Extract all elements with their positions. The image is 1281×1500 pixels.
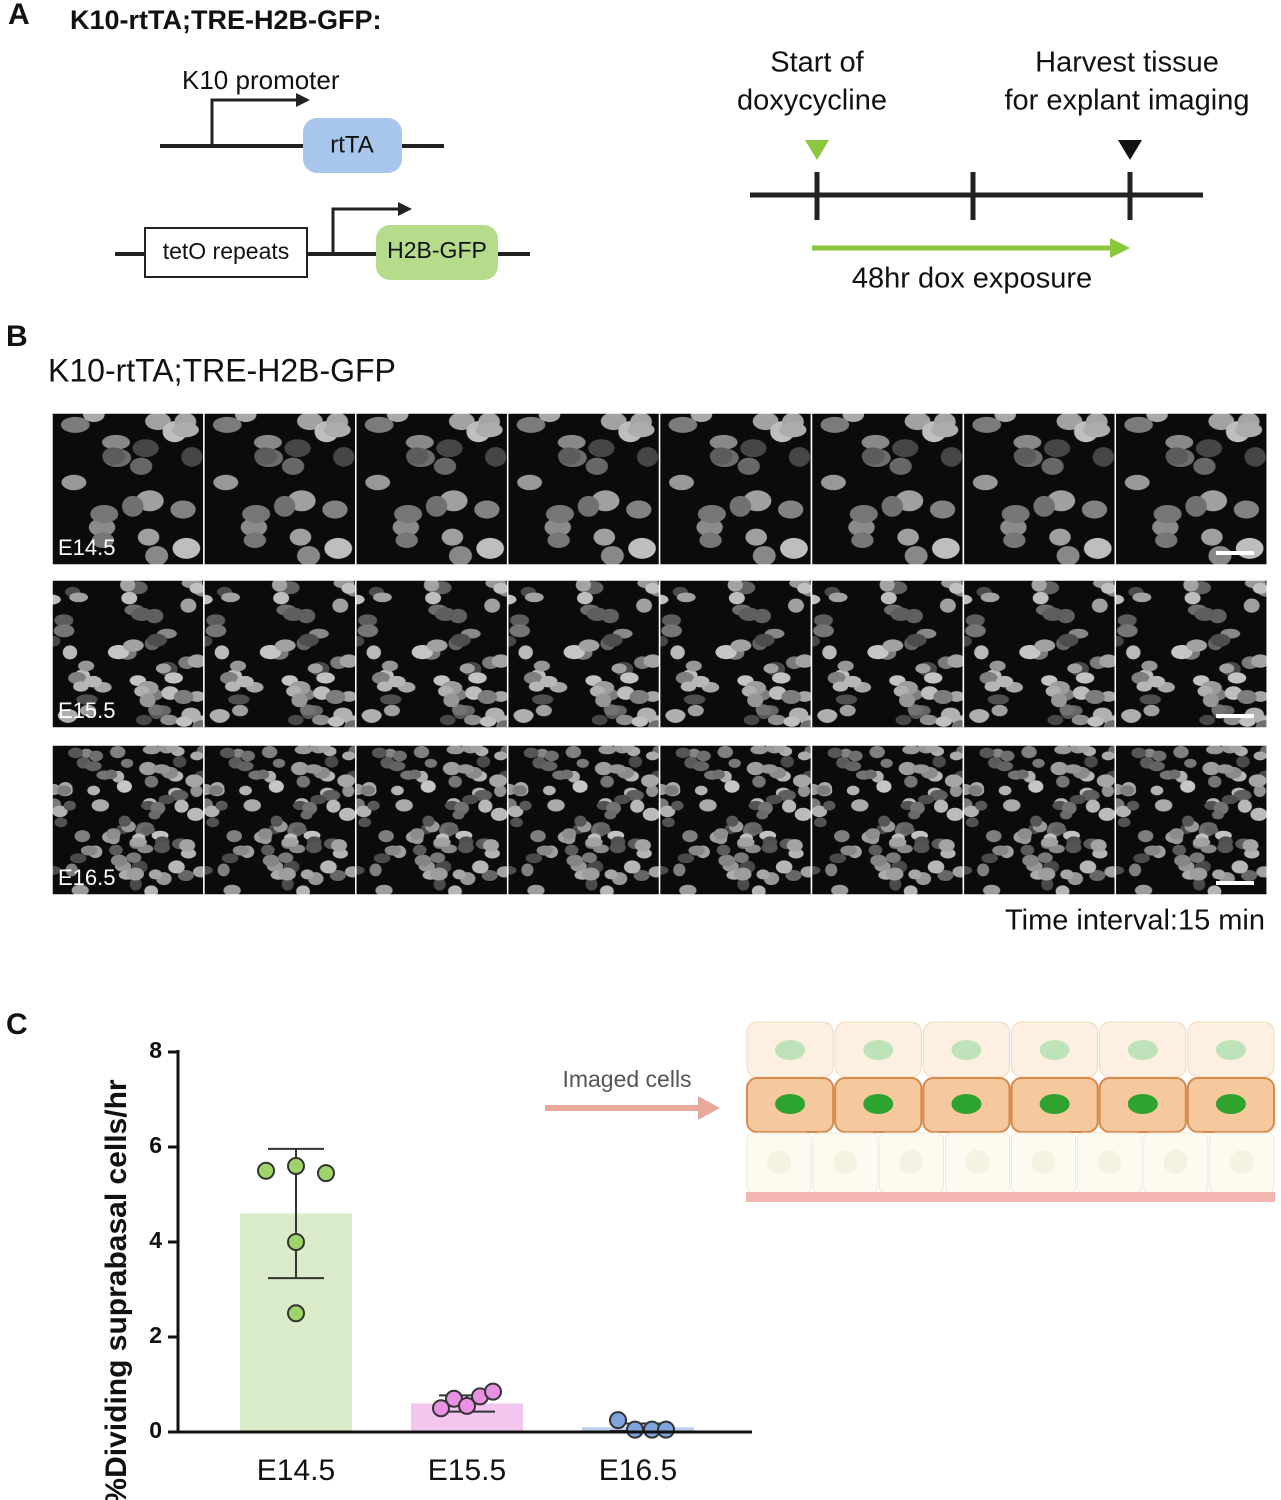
suprabasal-nucleus [951, 1094, 982, 1114]
data-point [287, 1304, 305, 1323]
start-marker [805, 140, 829, 160]
upper-nucleus [1039, 1040, 1070, 1060]
microscopy-tile [962, 744, 1117, 896]
upper-nucleus [1127, 1040, 1158, 1060]
microscopy-tile [203, 579, 357, 729]
row-label: E16.5 [58, 865, 116, 890]
promoter-label: K10 promoter [182, 65, 340, 95]
harvest-label: Harvest tissue [1035, 47, 1219, 79]
x-tick-label: E15.5 [428, 1454, 506, 1487]
microscopy-tile [1114, 412, 1268, 566]
basal-nucleus [767, 1150, 792, 1174]
basal-nucleus [899, 1150, 924, 1174]
microscopy-tile [658, 579, 813, 729]
x-tick-label: E16.5 [599, 1454, 677, 1487]
construct-title: K10-rtTA;TRE-H2B-GFP: [70, 5, 382, 35]
rtta-box [303, 118, 402, 173]
arrow-head [398, 202, 412, 216]
h2b-label: H2B-GFP [387, 237, 487, 263]
data-point [657, 1420, 675, 1439]
upper-nucleus [775, 1040, 806, 1060]
upper-nucleus [1215, 1040, 1246, 1060]
suprabasal-nucleus [1215, 1094, 1246, 1114]
microscopy-tile [51, 412, 205, 566]
microscopy-tile [355, 579, 509, 729]
microscopy-tile [506, 579, 661, 729]
panel-title: K10-rtTA;TRE-H2B-GFP [48, 352, 396, 388]
arrow-head [698, 1096, 720, 1120]
y-tick-label: 8 [149, 1037, 162, 1063]
microscopy-tile [506, 412, 661, 566]
bar-chart: %Dividing suprabasal cells/hr 0 2 4 6 8 E14.5 E… [100, 1037, 752, 1500]
microscopy-tile [810, 412, 965, 566]
upper-nucleus [951, 1040, 982, 1060]
row-label: E15.5 [58, 698, 116, 723]
upper-nucleus [863, 1040, 894, 1060]
data-point [432, 1399, 450, 1418]
microscopy-tile [810, 744, 965, 896]
tissue-diagram [746, 1021, 1276, 1202]
microscopy-tile [658, 412, 813, 566]
row-label: E14.5 [58, 535, 116, 560]
suprabasal-nucleus [775, 1094, 806, 1114]
start-label: Start of [770, 47, 864, 79]
microscopy-tile [203, 744, 357, 896]
y-tick-label: 6 [149, 1132, 162, 1158]
microscopy-tile [203, 412, 357, 566]
suprabasal-nucleus [1127, 1094, 1158, 1114]
data-point [626, 1420, 644, 1439]
annotation: Imaged cells [562, 1066, 691, 1092]
harvest-marker [1118, 140, 1142, 160]
microscopy-tile [962, 579, 1117, 729]
basal-nucleus [1031, 1150, 1056, 1174]
microscopy-tile [810, 579, 965, 729]
h2b-box [376, 225, 498, 280]
microscopy-tile [355, 744, 509, 896]
arrow-head [1110, 238, 1130, 258]
data-point [257, 1161, 275, 1180]
microscopy-tile [1114, 744, 1268, 896]
microscopy-tile [962, 412, 1117, 566]
y-axis-label: %Dividing suprabasal cells/hr [100, 1079, 133, 1500]
basement-membrane [746, 1192, 1275, 1202]
interval-label: Time interval:15 min [1005, 905, 1265, 937]
microscopy-tile [658, 744, 813, 896]
image-grid: E14.5 E15.5 E16.5 [51, 412, 1268, 896]
microscopy-tile [355, 412, 509, 566]
teto-label: tetO repeats [163, 238, 290, 264]
microscopy-tile [1114, 579, 1268, 729]
basal-nucleus [1163, 1150, 1188, 1174]
suprabasal-nucleus [863, 1094, 894, 1114]
basal-nucleus [965, 1150, 990, 1174]
promoter-arrow [331, 207, 402, 254]
panel-label: C [6, 1008, 28, 1041]
exposure-label: 48hr dox exposure [852, 263, 1092, 295]
promoter-arrow [210, 98, 300, 146]
rtta-label: rtTA [330, 131, 374, 158]
basal-nucleus [1097, 1150, 1122, 1174]
harvest-label: for explant imaging [1004, 85, 1249, 117]
start-label: doxycycline [737, 85, 887, 117]
teto-box [144, 227, 308, 278]
microscopy-tile [506, 744, 661, 896]
panel-label: A [8, 0, 30, 31]
data-point [287, 1157, 305, 1175]
data-point [609, 1411, 627, 1430]
microscopy-tile [51, 744, 205, 896]
y-tick-label: 2 [149, 1322, 162, 1348]
basal-nucleus [833, 1150, 858, 1174]
data-point [458, 1396, 476, 1415]
y-tick-label: 4 [149, 1227, 162, 1253]
arrow-head [296, 93, 310, 107]
basal-nucleus [1229, 1150, 1254, 1174]
data-point [317, 1164, 335, 1183]
y-tick-label: 0 [149, 1417, 162, 1443]
panel-label: B [6, 320, 28, 353]
x-tick-label: E14.5 [257, 1454, 335, 1487]
data-point [484, 1382, 502, 1401]
suprabasal-nucleus [1039, 1094, 1070, 1114]
data-point [287, 1233, 305, 1251]
